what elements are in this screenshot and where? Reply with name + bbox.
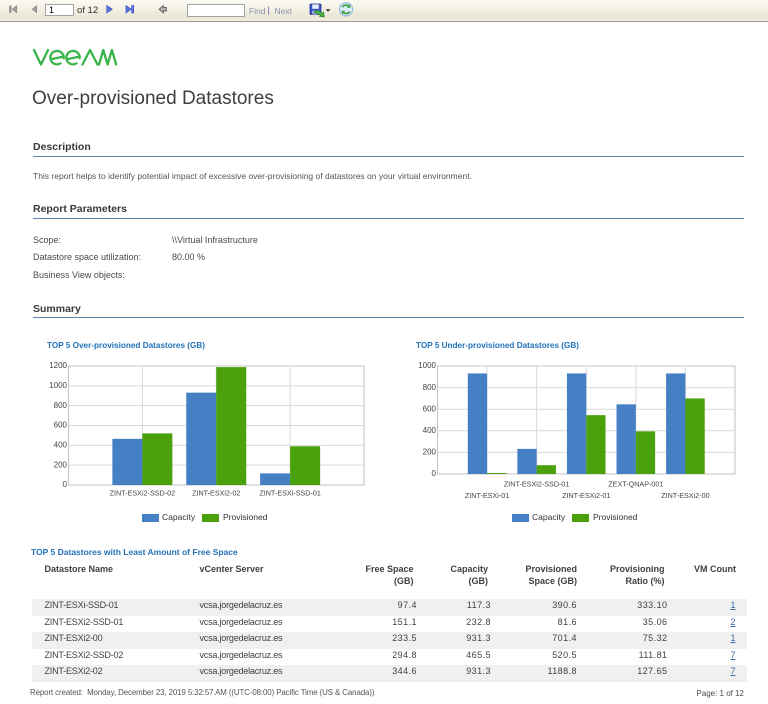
svg-text:ZINT-ESXi-01: ZINT-ESXi-01 xyxy=(465,491,509,500)
svg-text:ZINT-ESXi2-00: ZINT-ESXi2-00 xyxy=(661,491,709,500)
svg-text:ZINT-ESXi2-SSD-02: ZINT-ESXi2-SSD-02 xyxy=(110,489,176,498)
svg-text:0: 0 xyxy=(432,469,437,478)
svg-text:800: 800 xyxy=(423,383,437,392)
svg-text:600: 600 xyxy=(423,404,437,413)
svg-text:400: 400 xyxy=(423,426,437,435)
svg-text:ZINT-ESXi2-SSD-01: ZINT-ESXi2-SSD-01 xyxy=(504,480,570,489)
svg-text:600: 600 xyxy=(54,421,68,430)
svg-text:1200: 1200 xyxy=(49,361,67,370)
svg-text:ZINT-ESXi2-02: ZINT-ESXi2-02 xyxy=(192,489,240,498)
svg-text:200: 200 xyxy=(54,460,68,469)
svg-text:1000: 1000 xyxy=(49,381,67,390)
svg-text:ZINT-ESXi-SSD-01: ZINT-ESXi-SSD-01 xyxy=(259,489,321,498)
svg-text:0: 0 xyxy=(63,480,68,489)
svg-text:400: 400 xyxy=(54,441,68,450)
svg-text:ZEXT-QNAP-001: ZEXT-QNAP-001 xyxy=(608,480,663,489)
svg-text:800: 800 xyxy=(54,401,68,410)
svg-text:1000: 1000 xyxy=(418,361,436,370)
svg-text:ZINT-ESXi2-01: ZINT-ESXi2-01 xyxy=(562,491,610,500)
svg-text:200: 200 xyxy=(423,448,437,457)
